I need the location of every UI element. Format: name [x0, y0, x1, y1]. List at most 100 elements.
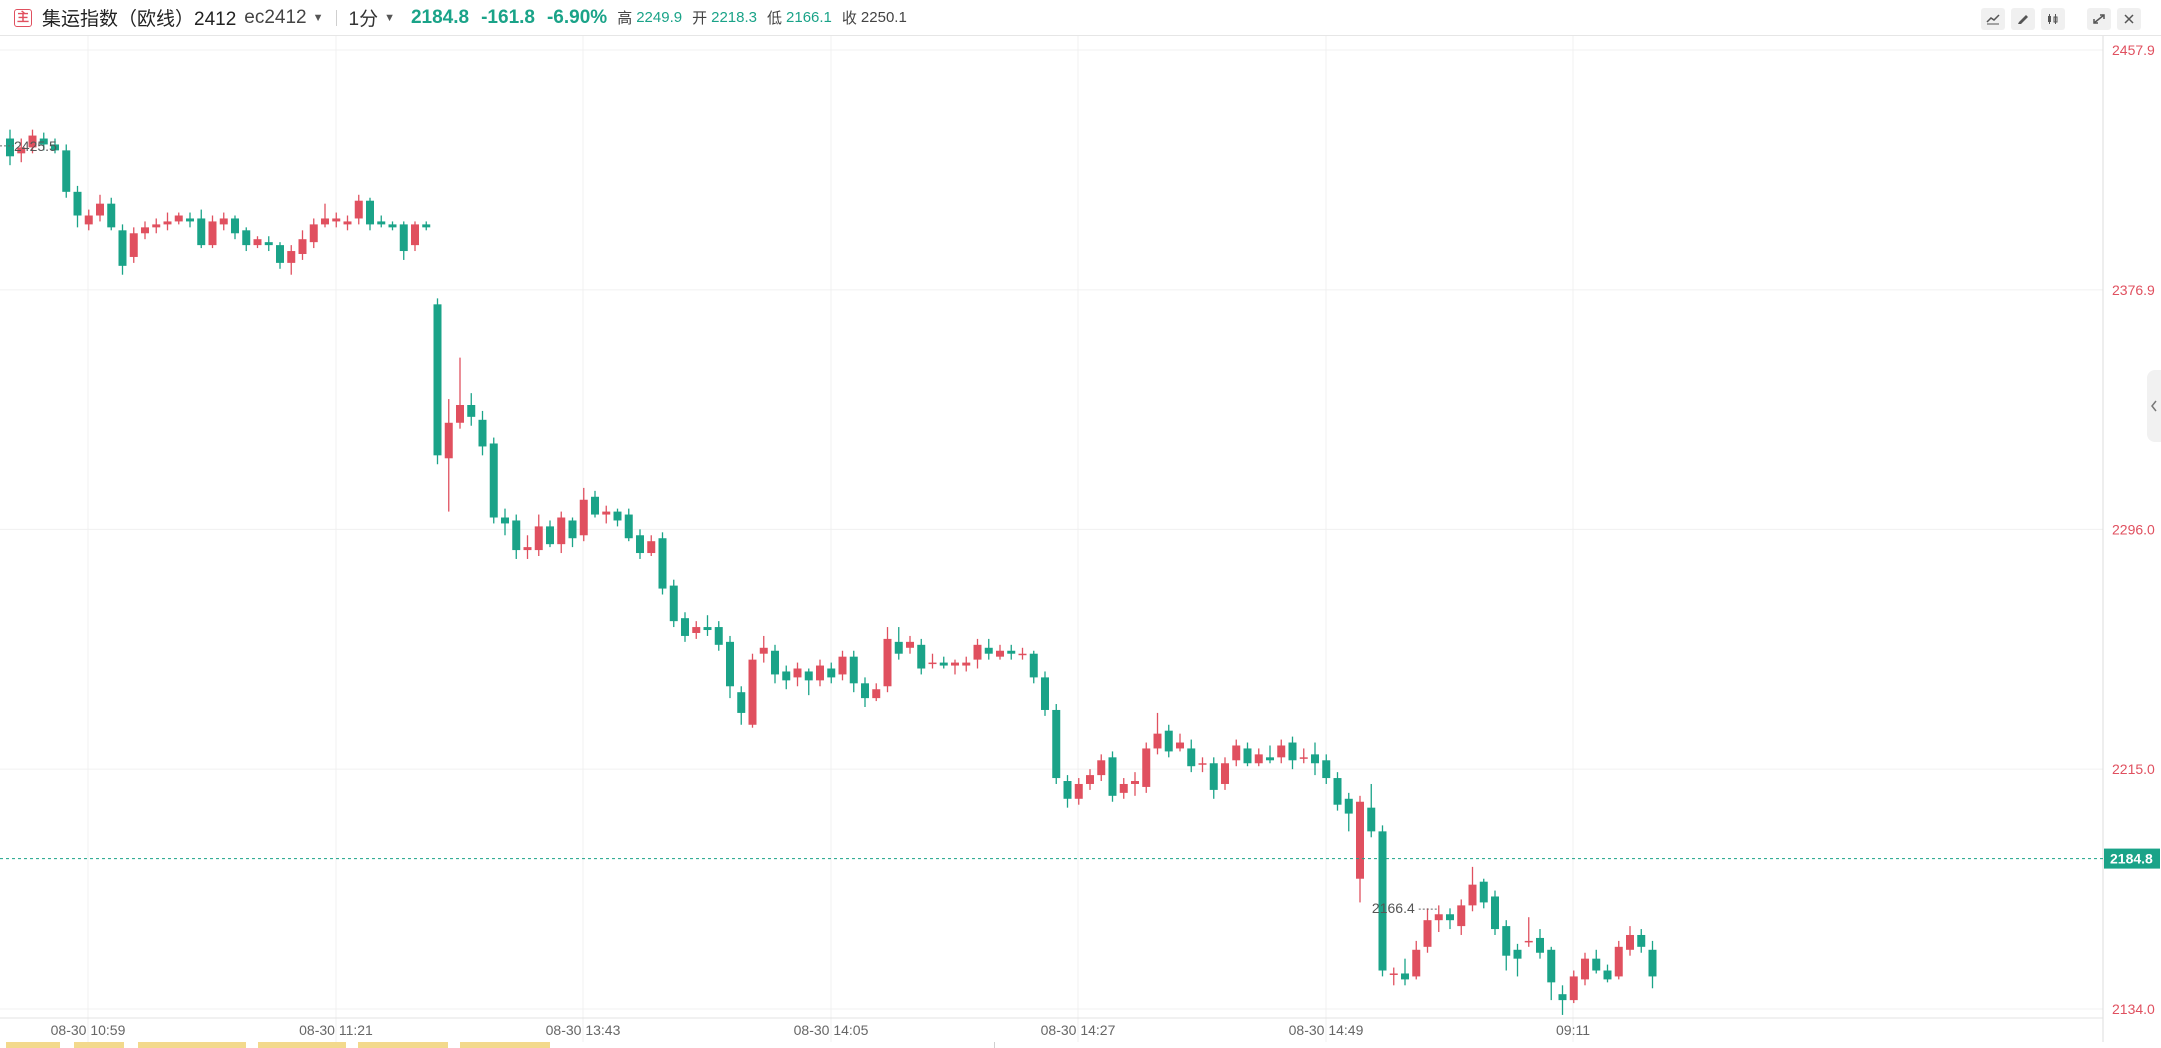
candle-body — [422, 224, 431, 228]
candle-body — [163, 221, 172, 225]
candle-body — [1446, 914, 1454, 921]
main-contract-badge: 主 — [14, 8, 32, 27]
candle-body — [894, 641, 903, 654]
candle-body — [1389, 973, 1398, 975]
candle — [253, 236, 262, 249]
candle-style-icon[interactable] — [2041, 8, 2065, 30]
candle — [748, 653, 757, 728]
candle — [388, 221, 397, 231]
fullscreen-icon[interactable] — [2087, 8, 2111, 30]
candle-body — [669, 585, 678, 622]
candle-body — [714, 627, 723, 645]
candle — [1558, 985, 1567, 1015]
interval-selector[interactable]: 1分 — [348, 9, 379, 30]
interval-chevron-down-icon[interactable]: ▼ — [384, 11, 395, 24]
candle-body — [208, 221, 217, 246]
low-annotation: 2166.4 — [1372, 900, 1415, 916]
candle-body — [1041, 677, 1049, 710]
candle — [1063, 775, 1072, 808]
candle — [1333, 772, 1342, 811]
candle — [343, 215, 352, 231]
candle — [1491, 890, 1499, 935]
candle — [624, 508, 633, 542]
candle-body — [1547, 949, 1556, 983]
candle-body — [939, 662, 948, 666]
candle-body — [523, 547, 532, 551]
candle-body — [782, 671, 791, 681]
candle-body — [748, 659, 757, 725]
candle-body — [951, 662, 959, 666]
candle-body — [1378, 831, 1387, 971]
candle-body — [546, 526, 554, 545]
chart-grid — [0, 36, 2104, 1042]
candle-body — [186, 218, 194, 222]
candle — [152, 218, 161, 234]
candle-body — [827, 668, 836, 678]
candle — [478, 410, 487, 456]
candle-body — [1367, 807, 1376, 832]
candle-body — [512, 520, 521, 551]
candle — [917, 638, 926, 675]
instrument-code[interactable]: ec2412 — [244, 6, 307, 28]
candle — [1322, 754, 1331, 784]
candle — [636, 529, 644, 559]
candle-body — [73, 191, 82, 216]
candle-body — [1524, 940, 1533, 943]
candle-body — [579, 499, 588, 536]
candle-body — [984, 647, 993, 654]
candle — [1513, 943, 1522, 977]
candle — [546, 520, 554, 548]
candle-body — [332, 218, 341, 222]
sidebar-toggle[interactable] — [2147, 370, 2161, 442]
candle — [534, 514, 543, 556]
candle — [804, 668, 813, 696]
candle-body — [84, 215, 93, 225]
high-label: 高 — [617, 10, 633, 27]
candle-body — [928, 662, 937, 665]
draw-pencil-icon[interactable] — [2011, 8, 2035, 30]
candle-body — [478, 419, 487, 447]
candle-body — [1626, 934, 1634, 950]
instrument-title[interactable]: 集运指数（欧线）2412 — [42, 9, 237, 30]
candle — [107, 197, 116, 231]
candle-body — [433, 304, 442, 456]
candle — [1614, 940, 1623, 980]
time-tick-label: 08-30 10:59 — [51, 1022, 126, 1038]
candle — [1524, 917, 1533, 947]
candle — [444, 399, 453, 512]
line-style-icon[interactable] — [1981, 8, 2005, 30]
candle-body — [1299, 757, 1308, 759]
candle — [399, 221, 408, 260]
candle-body — [1581, 958, 1589, 980]
candle — [1344, 792, 1353, 832]
close-icon[interactable] — [2117, 8, 2141, 30]
candle — [523, 535, 532, 559]
candle-body — [399, 224, 408, 252]
time-tick-label: 08-30 13:43 — [546, 1022, 621, 1038]
candle-body — [1322, 760, 1331, 779]
candle-body — [1164, 730, 1173, 752]
candle — [1401, 958, 1409, 986]
candle — [1029, 650, 1038, 684]
candlestick-chart[interactable]: 2457.9 2376.9 2296.0 2215.0 2134.0 08-30 10:… — [0, 36, 2161, 1042]
candle-body — [1502, 926, 1511, 956]
candle-body — [838, 656, 847, 675]
chevron-down-icon[interactable]: ▼ — [312, 11, 324, 24]
high-annotation: 2425.5 — [14, 138, 57, 154]
candle — [1356, 795, 1364, 903]
candle — [1311, 742, 1319, 776]
candle — [242, 227, 251, 252]
candle — [906, 635, 914, 654]
candle-body — [298, 239, 307, 254]
candle — [456, 357, 464, 429]
candle-body — [613, 511, 622, 521]
time-axis: 08-30 10:59 08-30 11:21 08-30 13:43 08-30 1… — [51, 1022, 1591, 1038]
close-label: 收 — [841, 10, 857, 27]
candle-body — [309, 224, 318, 243]
candle-body — [174, 215, 183, 222]
candle-body — [1536, 937, 1544, 953]
candle-body — [388, 224, 397, 228]
candle — [816, 659, 824, 687]
candle-body — [118, 230, 127, 266]
candle-body — [1254, 754, 1263, 764]
